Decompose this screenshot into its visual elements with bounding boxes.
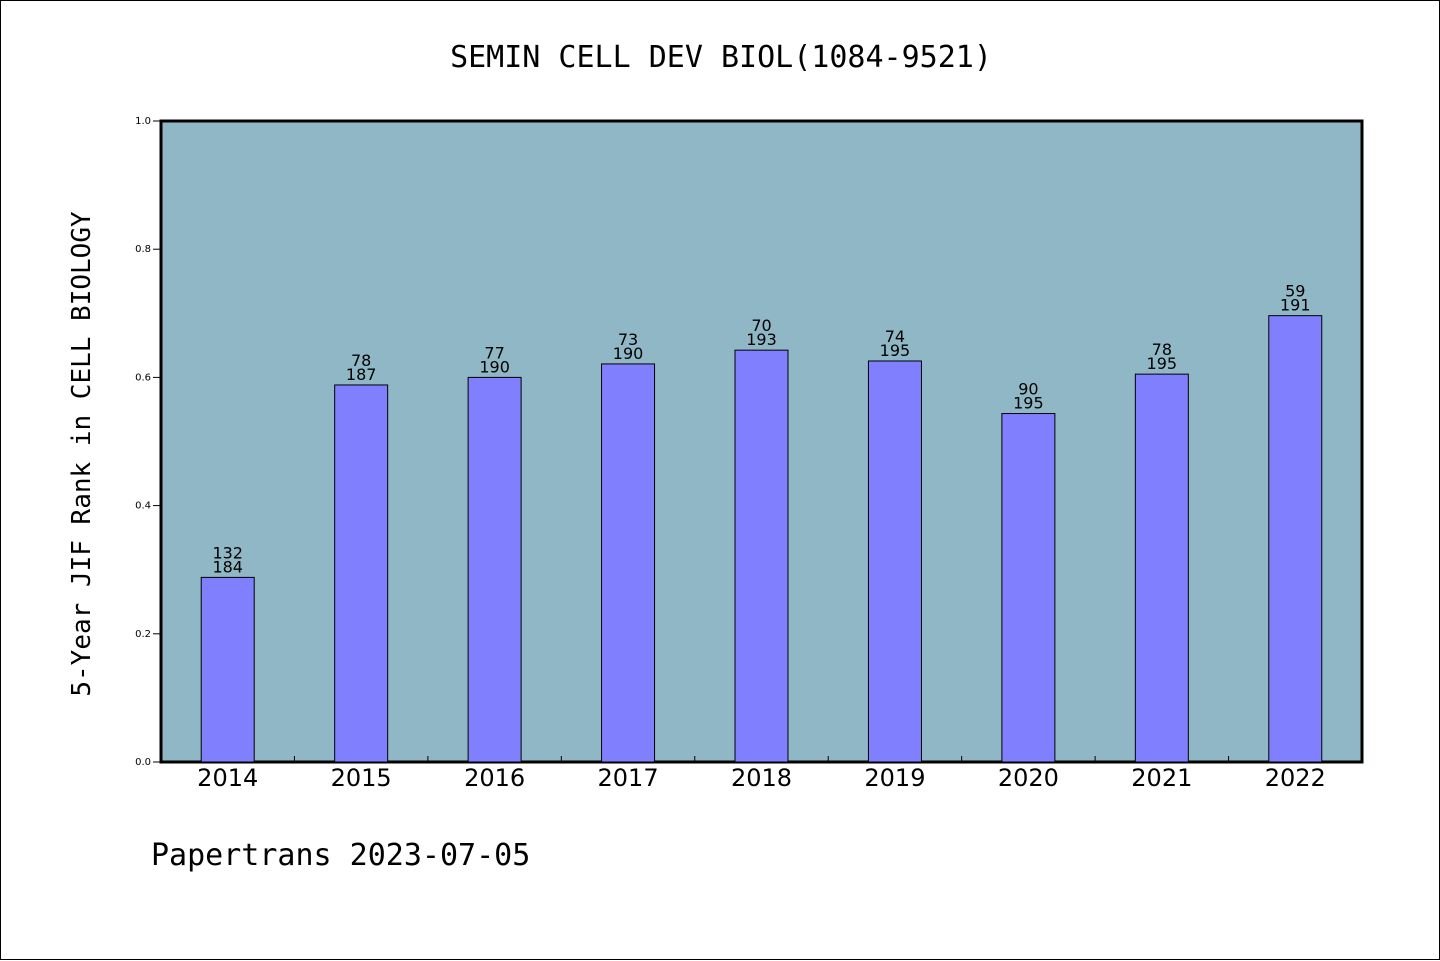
footer-credit: Papertrans 2023-07-05 <box>151 838 530 873</box>
bar-total-label: 190 <box>613 344 644 363</box>
y-tick-label: 0.6 <box>135 372 151 383</box>
x-tick-label: 2016 <box>464 764 525 792</box>
bar-rank-label: 78 <box>1152 340 1172 359</box>
y-tick-label: 0.0 <box>135 757 151 768</box>
bar <box>601 363 656 763</box>
y-axis-ticks: 0.0 0.2 0.4 0.6 0.8 1.0 <box>135 116 161 768</box>
bar-total-label: 193 <box>746 330 777 349</box>
x-tick-label: 2020 <box>998 764 1059 792</box>
x-axis-ticks: 2014 2015 2016 2017 2018 2019 2020 2021 2022 <box>197 756 1326 792</box>
bar-total-label: 195 <box>1013 394 1044 413</box>
chart-title: SEMIN CELL DEV BIOL(1084-9521) <box>450 40 992 75</box>
bar <box>334 384 389 763</box>
y-tick-label: 0.4 <box>135 501 151 512</box>
bar <box>467 376 522 763</box>
bar <box>734 349 789 763</box>
bar-rank-label: 59 <box>1285 282 1305 301</box>
y-tick-label: 1.0 <box>135 116 151 127</box>
bar-rank-label: 73 <box>618 330 638 349</box>
x-tick-label: 2015 <box>331 764 392 792</box>
bar-series <box>200 315 1323 763</box>
x-tick-label: 2017 <box>598 764 659 792</box>
y-axis-label: 5-Year JIF Rank in CELL BIOLOGY <box>67 211 97 697</box>
bar <box>1001 413 1056 763</box>
bar <box>867 360 922 763</box>
bar-total-label: 190 <box>479 357 510 376</box>
x-tick-label: 2021 <box>1131 764 1192 792</box>
bar-rank-label: 132 <box>212 543 243 562</box>
bar-rank-label: 78 <box>351 351 371 370</box>
y-tick-label: 0.8 <box>135 244 151 255</box>
y-tick-label: 0.2 <box>135 629 151 640</box>
bar-total-label: 195 <box>880 341 911 360</box>
x-tick-label: 2018 <box>731 764 792 792</box>
bar-rank-label: 90 <box>1018 380 1038 399</box>
bar <box>200 576 255 763</box>
bar-total-label: 191 <box>1280 296 1311 315</box>
bar-total-label: 187 <box>346 365 377 384</box>
bar-rank-label: 77 <box>484 343 504 362</box>
bar <box>1134 373 1189 763</box>
bar-total-label: 184 <box>212 557 243 576</box>
x-tick-label: 2022 <box>1265 764 1326 792</box>
bar-rank-label: 74 <box>885 327 905 346</box>
bar-rank-label: 70 <box>751 316 771 335</box>
x-tick-label: 2014 <box>197 764 258 792</box>
bar <box>1268 315 1323 763</box>
bar-total-label: 195 <box>1147 354 1178 373</box>
x-tick-label: 2019 <box>864 764 925 792</box>
